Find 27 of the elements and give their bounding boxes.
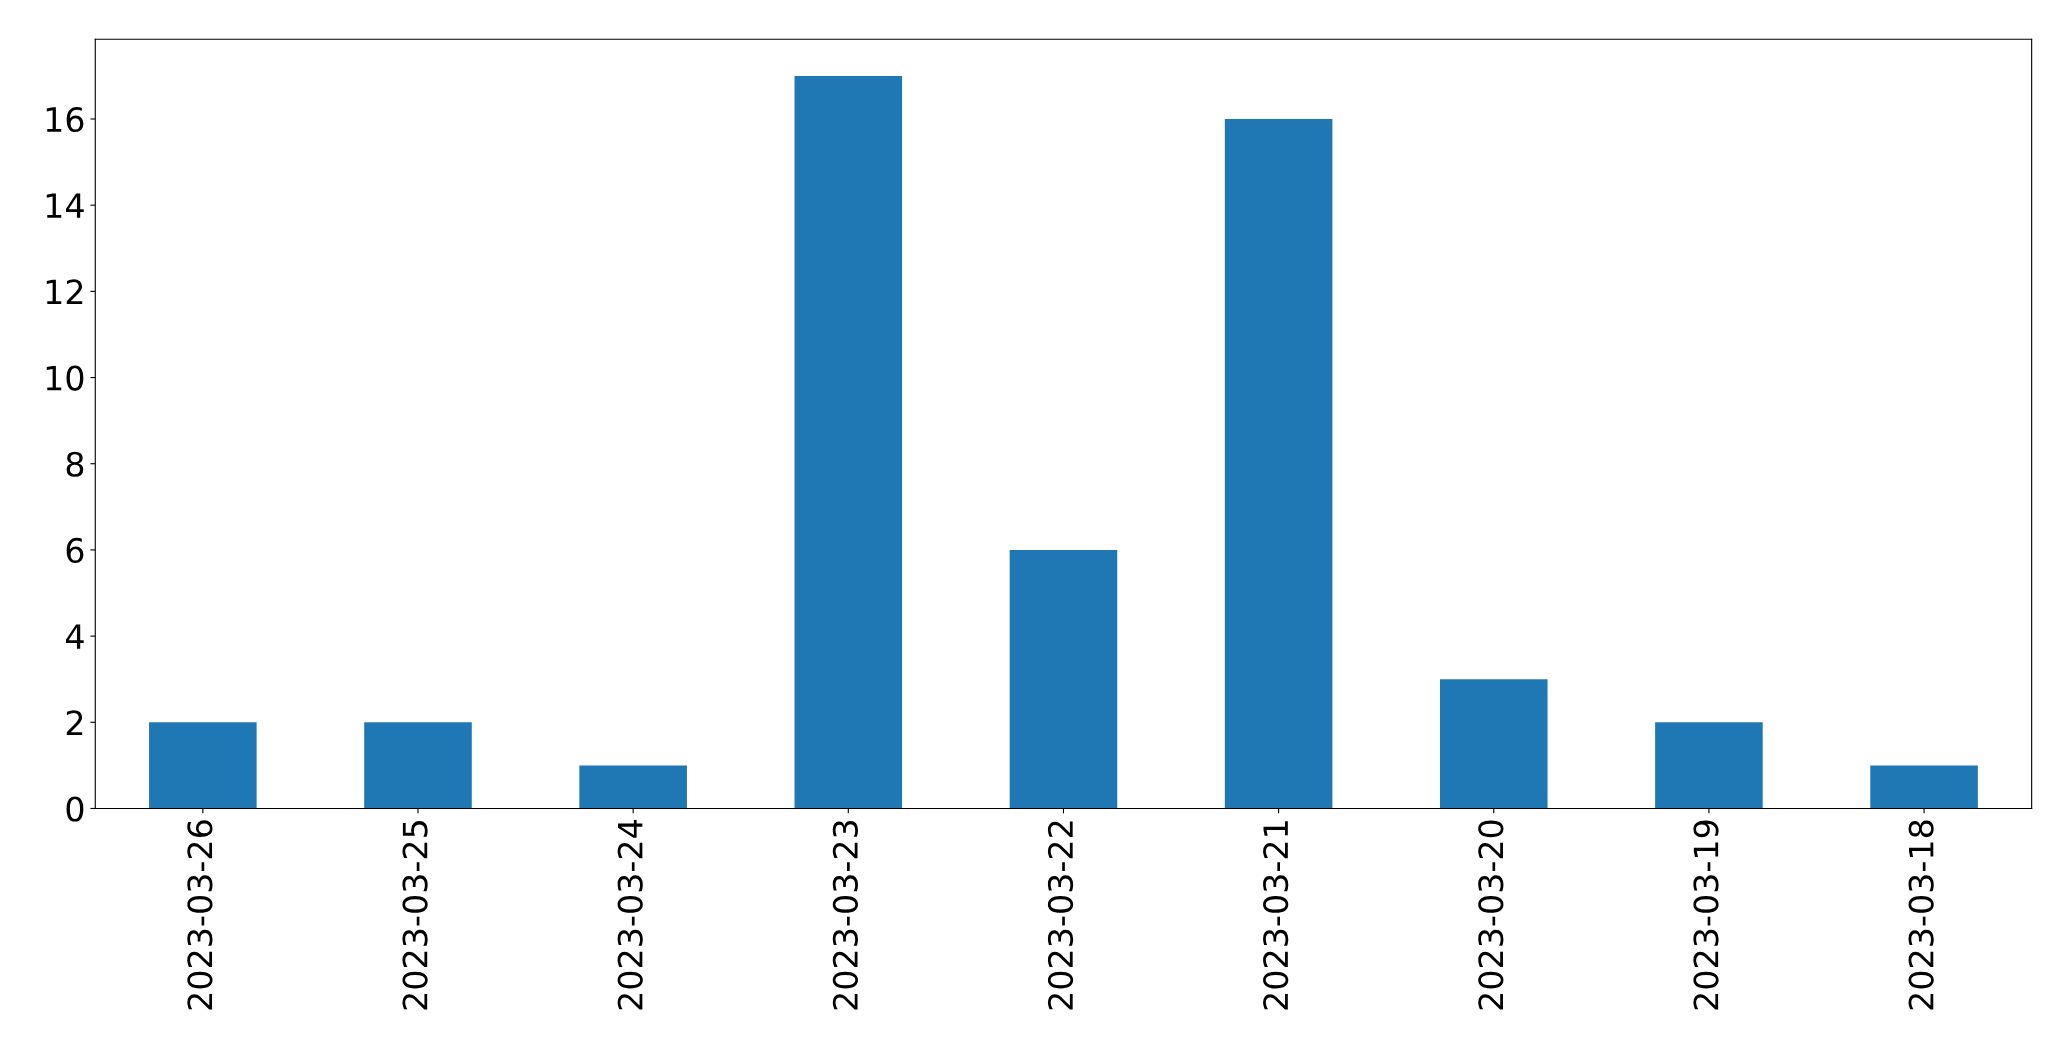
x-tick-label: 2023-03-21 [1263, 821, 1289, 1010]
y-tick-label: 6 [66, 537, 84, 564]
x-tick-label: 2023-03-22 [1047, 821, 1074, 1010]
bar [1009, 549, 1118, 809]
y-tick-label: 0 [66, 796, 84, 822]
x-tick-label: 2023-03-26 [187, 820, 213, 1010]
bar [794, 75, 903, 809]
x-tick-label: 2023-03-18 [1908, 820, 1934, 1010]
y-tick-label: 16 [46, 106, 84, 133]
bar [1870, 765, 1978, 809]
x-tick-label: 2023-03-19 [1693, 820, 1719, 1010]
y-tick-label: 4 [65, 624, 84, 649]
y-tick-label: 14 [46, 193, 84, 218]
x-tick-label: 2023-03-20 [1478, 820, 1504, 1010]
y-tick-label: 2 [66, 710, 83, 735]
bar [149, 722, 257, 809]
x-tick-label: 2023-03-25 [402, 821, 428, 1010]
x-tick-label: 2023-03-23 [832, 820, 858, 1010]
y-tick-label: 12 [46, 279, 83, 305]
y-tick-label: 10 [46, 365, 84, 391]
x-tick-label: 2023-03-24 [617, 820, 643, 1010]
bar [579, 765, 687, 809]
y-tick-label: 8 [66, 451, 84, 477]
bar [364, 722, 472, 809]
bar [1224, 118, 1333, 809]
bar [1439, 679, 1548, 809]
bar [1655, 722, 1763, 809]
